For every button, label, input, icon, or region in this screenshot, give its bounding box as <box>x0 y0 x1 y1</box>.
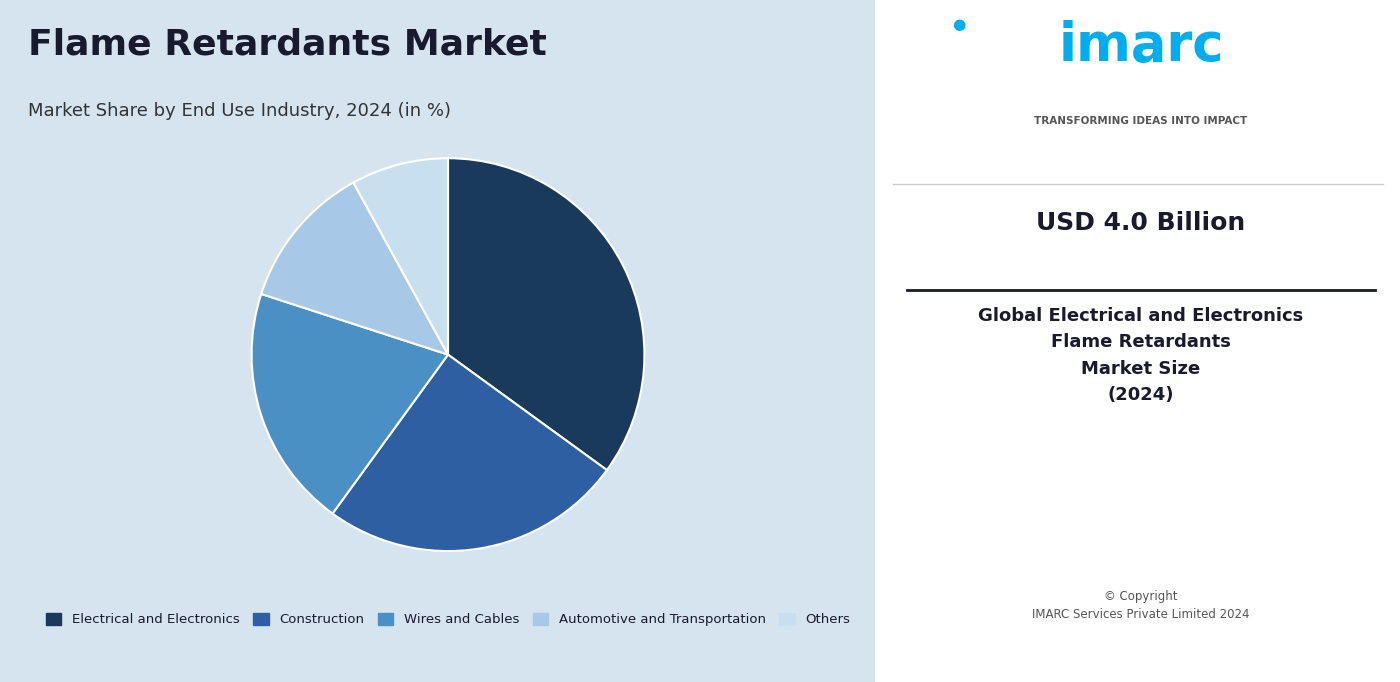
Text: TRANSFORMING IDEAS INTO IMPACT: TRANSFORMING IDEAS INTO IMPACT <box>1035 116 1247 126</box>
Text: Global Electrical and Electronics
Flame Retardants
Market Size
(2024): Global Electrical and Electronics Flame … <box>979 307 1303 404</box>
Text: Flame Retardants Market: Flame Retardants Market <box>28 27 547 61</box>
Wedge shape <box>262 183 448 355</box>
Text: ●: ● <box>952 17 966 32</box>
Wedge shape <box>333 355 608 551</box>
Legend: Electrical and Electronics, Construction, Wires and Cables, Automotive and Trans: Electrical and Electronics, Construction… <box>39 606 857 633</box>
Wedge shape <box>353 158 448 355</box>
Text: © Copyright
IMARC Services Private Limited 2024: © Copyright IMARC Services Private Limit… <box>1032 590 1250 621</box>
Wedge shape <box>448 158 644 470</box>
Wedge shape <box>252 294 448 514</box>
Text: Market Share by End Use Industry, 2024 (in %): Market Share by End Use Industry, 2024 (… <box>28 102 451 120</box>
Text: imarc: imarc <box>1058 20 1224 72</box>
Text: USD 4.0 Billion: USD 4.0 Billion <box>1036 211 1246 235</box>
